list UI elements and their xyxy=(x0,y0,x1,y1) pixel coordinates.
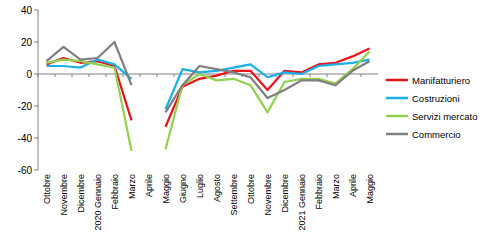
y-tick xyxy=(34,10,38,11)
x-tick-label: Luglio xyxy=(195,174,205,198)
x-tick-label: Novembre xyxy=(263,174,273,216)
x-tick-label: Dicembre xyxy=(280,174,290,213)
series-line xyxy=(47,48,370,126)
series-line xyxy=(47,42,370,112)
x-tick xyxy=(327,74,328,77)
y-tick xyxy=(34,106,38,107)
y-tick xyxy=(34,170,38,171)
legend-swatch xyxy=(386,79,408,82)
x-tick-label: Maggio xyxy=(161,174,171,204)
legend-swatch xyxy=(386,115,408,118)
legend-label: Commercio xyxy=(412,129,461,140)
x-tick-label: Marzo xyxy=(127,174,137,199)
y-axis xyxy=(38,10,39,170)
x-tick-label: 2020 Gennaio xyxy=(93,174,103,231)
legend-swatch xyxy=(386,133,408,136)
legend-label: Costruzioni xyxy=(412,93,460,104)
y-tick xyxy=(34,138,38,139)
x-tick xyxy=(38,74,39,77)
x-tick-label: Febbraio xyxy=(110,174,120,210)
x-tick xyxy=(259,74,260,77)
x-tick xyxy=(106,74,107,77)
y-tick-label: -60 xyxy=(18,165,33,176)
x-tick-label: Giugno xyxy=(178,174,188,203)
y-tick xyxy=(34,74,38,75)
x-tick-label: Aprile xyxy=(348,174,358,197)
series-line xyxy=(47,52,370,151)
x-tick xyxy=(310,74,311,77)
y-tick-label: -40 xyxy=(18,133,33,144)
x-tick-label: Agosto xyxy=(212,174,222,202)
x-tick-label: Aprile xyxy=(144,174,154,197)
plot-lines xyxy=(47,42,370,151)
x-tick-label: Dicembre xyxy=(76,174,86,213)
x-tick xyxy=(140,74,141,77)
x-tick xyxy=(72,74,73,77)
x-tick xyxy=(361,74,362,77)
x-tick-label: Febbraio xyxy=(314,174,324,210)
y-tick-label: -20 xyxy=(18,101,33,112)
legend: Manifatturiero Costruzioni Servizi mercato… xyxy=(386,75,477,140)
x-tick xyxy=(123,74,124,77)
x-tick xyxy=(225,74,226,77)
x-tick xyxy=(293,74,294,77)
y-tick-label: 40 xyxy=(21,5,33,16)
x-tick xyxy=(55,74,56,77)
y-tick-label: 0 xyxy=(26,69,32,80)
x-tick-label: Novembre xyxy=(59,174,69,216)
chart: -60 -40 -20 0 20 40 Ottobre Novembre Dicembre 202… xyxy=(0,0,482,237)
x-tick-label: Ottobre xyxy=(42,174,52,204)
y-tick-label: 20 xyxy=(21,37,33,48)
legend-label: Servizi mercato xyxy=(412,111,477,122)
legend-label: Manifatturiero xyxy=(412,75,470,86)
x-tick xyxy=(174,74,175,77)
x-tick-label: 2021 Gennaio xyxy=(297,174,307,231)
x-tick-label: Marzo xyxy=(331,174,341,199)
x-tick-label: Settembre xyxy=(229,174,239,216)
y-tick xyxy=(34,42,38,43)
x-tick-label: Ottobre xyxy=(246,174,256,204)
legend-swatch xyxy=(386,97,408,100)
x-tick xyxy=(157,74,158,77)
x-tick xyxy=(89,74,90,77)
x-tick-label: Maggio xyxy=(365,174,375,204)
